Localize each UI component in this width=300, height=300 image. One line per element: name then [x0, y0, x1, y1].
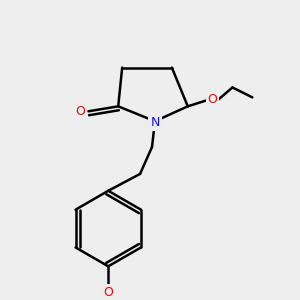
- Text: O: O: [208, 93, 218, 106]
- Text: N: N: [150, 116, 160, 129]
- Text: O: O: [103, 286, 113, 299]
- Text: O: O: [76, 105, 85, 118]
